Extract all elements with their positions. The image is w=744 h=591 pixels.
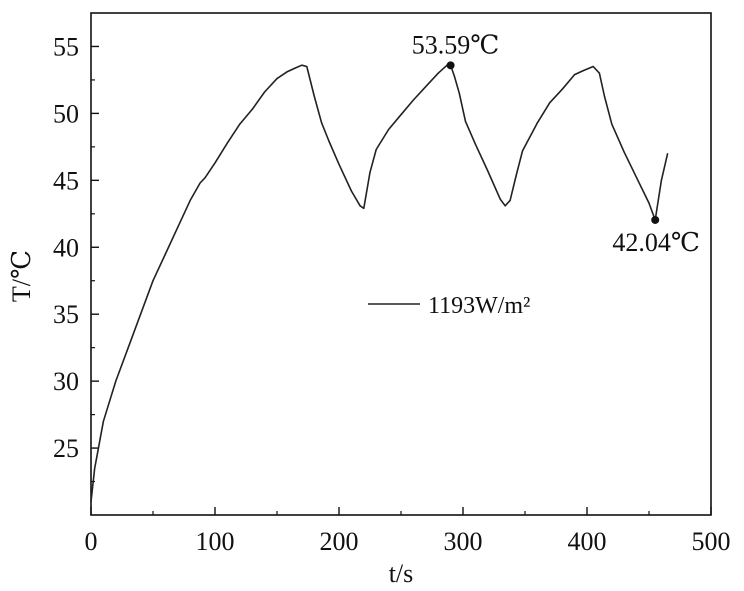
series-point (328, 140, 330, 143)
series-point (400, 114, 402, 116)
series-point (487, 170, 489, 172)
series-point (648, 202, 650, 204)
series-point (286, 71, 288, 73)
series-point (239, 123, 241, 125)
annotation-marker (651, 215, 660, 224)
series-point (369, 171, 371, 173)
series-point (509, 199, 511, 202)
x-tick-label: 0 (85, 527, 98, 556)
series-point (109, 400, 111, 402)
series-point (127, 347, 129, 349)
x-tick-label: 300 (444, 527, 483, 556)
y-tick-label: 50 (53, 99, 79, 128)
series-point (177, 226, 179, 228)
y-axis-title: T/℃ (7, 250, 36, 302)
series-point (515, 174, 517, 176)
series-point (350, 190, 352, 192)
series-point (295, 67, 297, 69)
series-point (458, 92, 460, 94)
series-point (623, 151, 625, 153)
series-point (536, 122, 539, 124)
series-point (102, 420, 104, 422)
y-tick-label: 40 (53, 233, 79, 262)
y-axis-ticks: 25 30 35 40 45 50 55 (53, 32, 99, 483)
x-axis-title: t/s (389, 559, 414, 588)
series-point (214, 162, 216, 164)
series-point (264, 91, 266, 93)
series-point (251, 108, 253, 110)
plot-frame (90, 12, 712, 516)
x-tick-label: 200 (320, 527, 359, 556)
annotation-label: 53.59℃ (412, 30, 500, 59)
y-tick-label: 35 (53, 300, 79, 329)
series-point (276, 77, 278, 80)
series-point (204, 177, 206, 179)
series-point (504, 205, 506, 207)
series-point (164, 253, 166, 255)
series-point (582, 69, 584, 72)
series-point (425, 86, 427, 88)
x-tick-label: 400 (568, 527, 607, 556)
series-point (338, 163, 340, 165)
series-point (90, 501, 92, 503)
series-point (301, 64, 303, 66)
series-line (90, 64, 669, 502)
series-point (359, 205, 361, 207)
y-tick-label: 45 (53, 166, 79, 195)
series-point (521, 150, 524, 152)
series-point (549, 102, 551, 104)
annotation-marker (446, 61, 455, 70)
series-point (321, 122, 323, 124)
series-point (199, 182, 201, 184)
series-point (189, 199, 191, 202)
annotation-layer: 53.59℃ 42.04℃ (412, 30, 700, 257)
legend: 1193W/m² (368, 293, 530, 319)
series-point (94, 467, 96, 469)
y-tick-label: 30 (53, 367, 79, 396)
series-point (375, 148, 377, 151)
series-point (603, 95, 605, 97)
series-point (226, 142, 228, 144)
series-point (499, 198, 501, 200)
series-point (667, 152, 669, 155)
series-point (363, 207, 365, 210)
series-point (96, 454, 98, 456)
series-point (152, 280, 154, 282)
x-tick-label: 100 (196, 527, 235, 556)
y-tick-label: 55 (53, 32, 79, 61)
series-point (313, 95, 315, 97)
series-point (474, 143, 476, 145)
series-point (100, 434, 102, 436)
series-point (561, 88, 563, 90)
x-axis-ticks: 0 100 200 300 400 500 (85, 507, 731, 556)
y-tick-label: 25 (53, 434, 79, 463)
series-point (437, 72, 439, 74)
series-point (598, 72, 601, 74)
series-point (660, 179, 663, 181)
series-point (388, 128, 390, 131)
x-tick-label: 500 (692, 527, 731, 556)
series-point (115, 380, 117, 382)
series-layer (90, 64, 669, 503)
series-point (140, 313, 142, 315)
series-point (611, 123, 613, 125)
series-point (592, 65, 594, 68)
series-point (306, 65, 308, 68)
annotation-label: 42.04℃ (612, 228, 700, 257)
series-point (636, 177, 638, 179)
legend-label: 1193W/m² (428, 293, 530, 319)
series-point (574, 73, 576, 76)
series-point (412, 99, 414, 101)
series-point (464, 120, 467, 123)
series-point (365, 193, 367, 195)
series-point (453, 75, 455, 77)
